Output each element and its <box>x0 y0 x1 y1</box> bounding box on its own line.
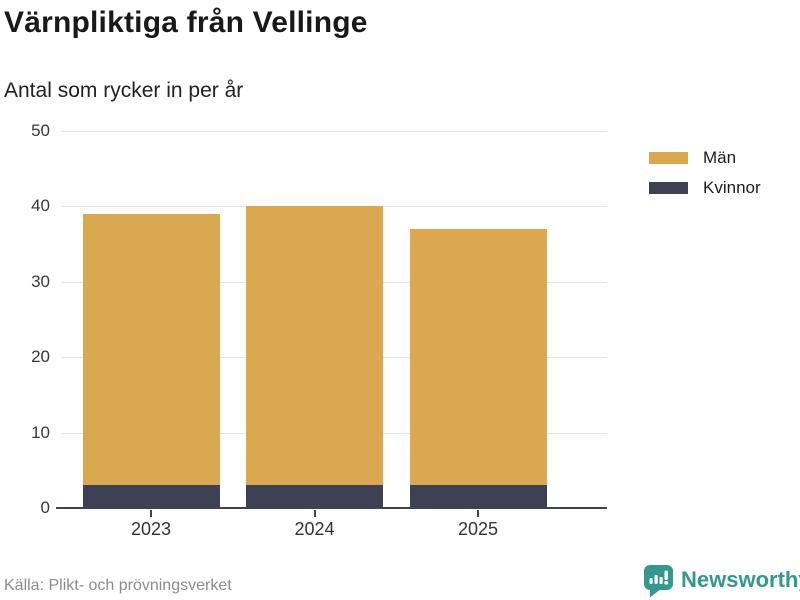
bar-2024-män <box>246 206 383 486</box>
bar-2023-kvinnor <box>82 485 220 508</box>
newsworthy-brand: Newsworthy <box>644 565 800 598</box>
bar-2024-kvinnor <box>246 485 383 508</box>
chart-legend: Män Kvinnor <box>649 148 761 209</box>
gridline-50 <box>62 131 607 132</box>
x-axis-label-2025: 2025 <box>457 519 499 539</box>
y-axis-label-30: 30 <box>31 271 50 291</box>
source-note: Källa: Plikt- och prövningsverket <box>4 577 232 594</box>
y-axis-label-10: 10 <box>31 422 50 442</box>
bar-2023-män <box>82 213 220 486</box>
plot-area: 0 10 20 30 40 50 2023 2024 2025 <box>0 121 800 539</box>
x-axis-tick-2023 <box>150 510 152 517</box>
newsworthy-logo-icon <box>644 565 673 598</box>
legend-label-män: Män <box>703 148 737 167</box>
bar-2025-kvinnor <box>409 485 547 508</box>
y-axis-label-20: 20 <box>31 347 50 367</box>
x-axis-tick-2025 <box>477 510 479 517</box>
y-axis-label-40: 40 <box>31 196 50 216</box>
legend-label-kvinnor: Kvinnor <box>703 178 761 197</box>
newsworthy-wordmark: Newsworthy <box>681 567 800 592</box>
x-axis-line <box>56 506 607 509</box>
legend-swatch-män <box>649 152 688 164</box>
legend-item-män: Män <box>649 148 761 167</box>
chart-subtitle: Antal som rycker in per år <box>4 79 244 102</box>
legend-swatch-kvinnor <box>649 182 688 194</box>
x-axis-label-2023: 2023 <box>130 519 172 539</box>
y-axis-label-0: 0 <box>40 498 50 517</box>
y-axis-label-50: 50 <box>31 121 50 140</box>
bar-2025-män <box>409 229 547 486</box>
x-axis-tick-2024 <box>313 510 316 517</box>
x-axis-label-2024: 2024 <box>294 519 335 539</box>
legend-item-kvinnor: Kvinnor <box>649 178 761 197</box>
chart-title: Värnpliktiga från Vellinge <box>4 6 368 39</box>
